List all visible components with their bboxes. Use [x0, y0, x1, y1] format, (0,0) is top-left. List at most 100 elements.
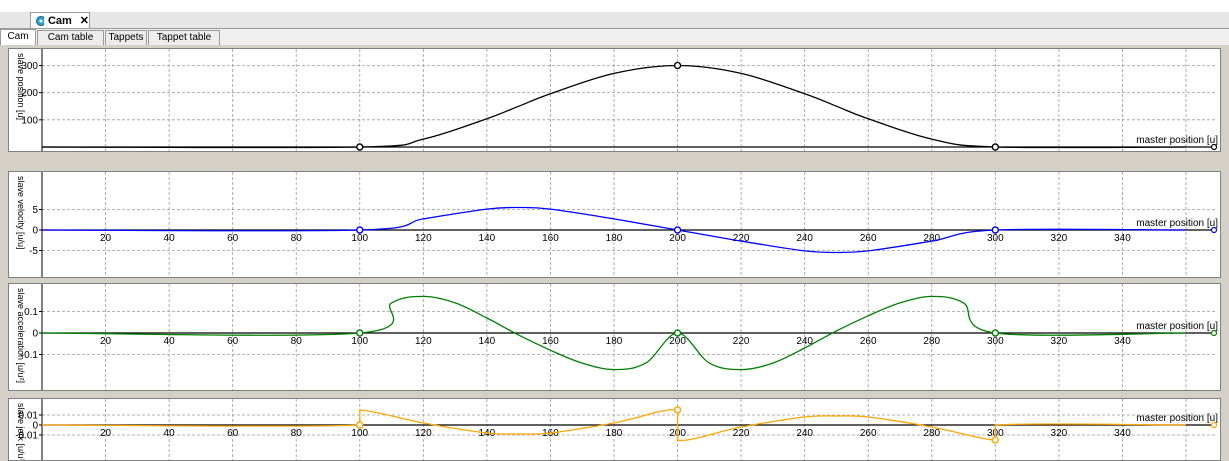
- tab-tappets[interactable]: Tappets: [105, 30, 147, 45]
- x-tick-label: 160: [542, 150, 559, 151]
- x-tick-label: 220: [733, 233, 750, 244]
- x-tick-label: 120: [415, 150, 432, 151]
- x-tick-label: 220: [733, 336, 750, 347]
- x-tick-label: 240: [796, 150, 813, 151]
- x-tick-label: 200: [669, 336, 686, 347]
- x-tick-label: 120: [415, 233, 432, 244]
- end-point[interactable]: [1210, 143, 1218, 151]
- x-tick-label: 260: [860, 336, 877, 347]
- x-tick-label: 300: [987, 336, 1004, 347]
- x-tick-label: 320: [1051, 150, 1068, 151]
- y-tick-label: 0: [32, 329, 38, 340]
- x-tick-label: 40: [164, 150, 176, 151]
- segment-point[interactable]: [356, 143, 364, 151]
- x-tick-label: 280: [923, 233, 940, 244]
- segment-point[interactable]: [991, 436, 1000, 444]
- end-point[interactable]: [1210, 329, 1218, 337]
- x-tick-label: 220: [733, 428, 750, 439]
- segment-point[interactable]: [673, 329, 682, 337]
- doc-tab-label: Cam: [47, 14, 72, 27]
- y-tick-label: 0: [32, 421, 38, 432]
- x-axis-label: master position [u]: [1136, 413, 1218, 424]
- x-tick-label: 80: [291, 336, 303, 347]
- x-tick-label: 260: [860, 150, 877, 151]
- x-tick-label: 100: [351, 233, 368, 244]
- y-tick-label: 300: [21, 61, 38, 72]
- x-tick-label: 160: [542, 233, 559, 244]
- x-tick-label: 200: [669, 150, 686, 151]
- x-tick-label: 20: [100, 233, 112, 244]
- x-tick-label: 80: [291, 233, 303, 244]
- x-tick-label: 80: [291, 428, 303, 439]
- x-tick-label: 40: [164, 233, 176, 244]
- grid: [41, 49, 1216, 151]
- x-tick-label: 140: [479, 336, 496, 347]
- x-tick-label: 60: [227, 336, 239, 347]
- x-tick-label: 340: [1114, 150, 1131, 151]
- cam-icon: [36, 15, 44, 26]
- segment-point[interactable]: [356, 421, 364, 429]
- y-axis-label: slave jerk [u/u³]: [16, 403, 26, 460]
- segment-point[interactable]: [673, 226, 682, 234]
- x-tick-label: 320: [1051, 428, 1068, 439]
- segment-point[interactable]: [673, 406, 682, 414]
- x-tick-label: 180: [606, 336, 623, 347]
- x-axis-label: master position [u]: [1136, 135, 1218, 146]
- y-tick-label: 5: [32, 205, 38, 216]
- grid: [41, 172, 1216, 277]
- segment-point[interactable]: [356, 329, 364, 337]
- x-tick-label: 20: [100, 150, 112, 151]
- y-axis-label: slave velocity [u/u]: [16, 176, 26, 250]
- y-tick-label: -0.1: [21, 350, 39, 361]
- x-tick-label: 140: [479, 233, 496, 244]
- velocity-curve: [41, 206, 1187, 254]
- x-tick-label: 280: [923, 336, 940, 347]
- x-tick-label: 240: [796, 428, 813, 439]
- close-icon[interactable]: ✕: [79, 15, 89, 27]
- x-tick-label: 60: [227, 428, 239, 439]
- document-tab-bar: Cam ✕: [0, 12, 1229, 29]
- x-tick-label: 300: [987, 233, 1004, 244]
- segment-point[interactable]: [991, 329, 1000, 337]
- x-tick-label: 20: [100, 428, 112, 439]
- doc-tab-cam[interactable]: Cam ✕: [30, 12, 90, 28]
- x-tick-label: 340: [1114, 336, 1131, 347]
- top-strip: [0, 0, 1229, 12]
- x-tick-label: 120: [415, 336, 432, 347]
- position-curve: [41, 64, 1187, 149]
- x-tick-label: 120: [415, 428, 432, 439]
- segment-point[interactable]: [991, 226, 1000, 234]
- x-tick-label: 220: [733, 150, 750, 151]
- y-tick-label: -5: [29, 246, 38, 257]
- acceleration-curve: [41, 295, 1187, 371]
- x-tick-label: 140: [479, 150, 496, 151]
- y-tick-label: 200: [21, 88, 38, 99]
- x-tick-label: 180: [606, 233, 623, 244]
- x-tick-label: 260: [860, 233, 877, 244]
- segment-point[interactable]: [356, 226, 364, 234]
- segment-point[interactable]: [673, 61, 682, 70]
- x-axis-label: master position [u]: [1136, 218, 1218, 229]
- x-tick-label: 20: [100, 336, 112, 347]
- x-tick-label: 40: [164, 336, 176, 347]
- x-tick-label: 240: [796, 233, 813, 244]
- segment-point[interactable]: [991, 143, 1000, 151]
- x-tick-label: 200: [669, 233, 686, 244]
- tab-cam-table[interactable]: Cam table: [37, 30, 104, 45]
- tab-cam[interactable]: Cam: [0, 29, 36, 45]
- tab-tappet-table[interactable]: Tappet table: [148, 30, 220, 45]
- velocity-chart-panel: 5 0 -5 slave velocity [u/u] 20 40 60 80 100 120 14…: [8, 171, 1221, 278]
- x-tick-label: 180: [606, 428, 623, 439]
- end-point[interactable]: [1210, 421, 1218, 429]
- x-tick-label: 80: [291, 150, 303, 151]
- y-tick-label: 0.1: [24, 307, 38, 318]
- end-point[interactable]: [1210, 226, 1218, 234]
- x-axis-label: master position [u]: [1136, 321, 1218, 332]
- y-tick-label: 0.01: [19, 411, 39, 422]
- x-tick-label: 60: [227, 150, 239, 151]
- grid: [41, 399, 1216, 460]
